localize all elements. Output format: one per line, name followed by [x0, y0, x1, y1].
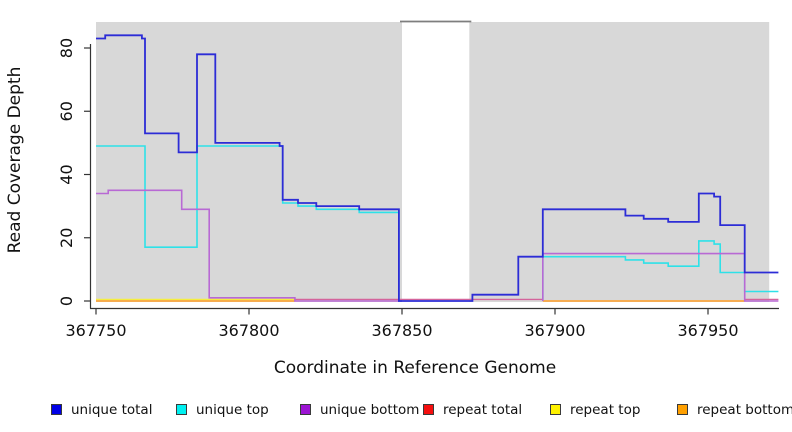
- legend-label: repeat bottom: [697, 401, 792, 418]
- coverage-background-region: [469, 22, 770, 302]
- legend-item-repeat-top: repeat top: [550, 401, 641, 418]
- coverage-background-region: [96, 22, 402, 302]
- x-axis-label: Coordinate in Reference Genome: [273, 358, 557, 378]
- x-tick-label: 367800: [218, 321, 279, 340]
- series-line-unique-top: [96, 145, 402, 302]
- legend-label: unique bottom: [320, 401, 420, 418]
- legend-swatch-unique-total: [51, 404, 62, 415]
- legend-item-repeat-bottom: repeat bottom: [677, 401, 792, 418]
- x-tick-label: 367750: [65, 321, 126, 340]
- legend-item-repeat-total: repeat total: [423, 401, 523, 418]
- x-tick-label: 367850: [371, 321, 432, 340]
- y-tick-label: 0: [57, 296, 76, 306]
- legend-label: repeat top: [570, 401, 641, 418]
- legend-swatch-unique-bottom: [300, 404, 311, 415]
- legend-swatch-repeat-total: [423, 404, 434, 415]
- legend-swatch-repeat-top: [550, 404, 561, 415]
- legend-label: unique top: [196, 401, 269, 418]
- x-tick-label: 367950: [677, 321, 738, 340]
- legend-swatch-unique-top: [176, 404, 187, 415]
- series-line-unique-total: [96, 34, 779, 302]
- legend: unique total unique top unique bottom repea…: [0, 402, 792, 420]
- legend-label: repeat total: [443, 401, 523, 418]
- y-tick-label: 60: [57, 101, 76, 121]
- y-tick-label: 40: [57, 164, 76, 184]
- x-tick-label: 367900: [524, 321, 585, 340]
- y-tick-label: 20: [57, 228, 76, 248]
- series-line-unique-top: [542, 240, 779, 301]
- legend-label: unique total: [71, 401, 153, 418]
- legend-item-unique-bottom: unique bottom: [300, 401, 420, 418]
- y-axis-label: Read Coverage Depth: [5, 66, 25, 254]
- legend-item-unique-total: unique total: [51, 401, 153, 418]
- series-unique-total: [96, 34, 779, 302]
- series-line-unique-bottom: [96, 189, 402, 302]
- y-tick-label: 80: [57, 38, 76, 58]
- series-unique-top: [96, 145, 779, 302]
- legend-item-unique-top: unique top: [176, 401, 269, 418]
- legend-swatch-repeat-bottom: [677, 404, 688, 415]
